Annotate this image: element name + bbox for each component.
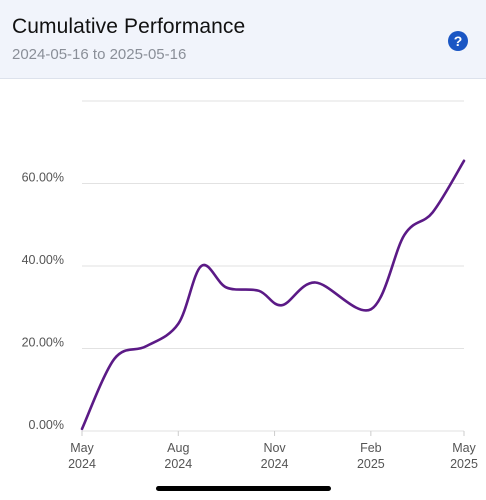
x-tick-label: 2025	[450, 457, 478, 471]
y-tick-label: 20.00%	[22, 336, 64, 350]
home-indicator[interactable]	[156, 486, 331, 491]
date-range-subtitle: 2024-05-16 to 2025-05-16	[12, 46, 187, 63]
x-tick-label: 2025	[357, 457, 385, 471]
performance-line-chart: 0.00% 20.00% 40.00% 60.00% May 2024 Aug 2024 Nov…	[22, 100, 478, 471]
x-tick-label: Nov	[263, 441, 286, 455]
x-tick-label: May	[70, 441, 94, 455]
x-tick-label: 2024	[164, 457, 192, 471]
chart-title: Cumulative Performance	[12, 15, 246, 38]
question-circle-icon[interactable]: ?	[448, 31, 468, 51]
y-tick-label: 40.00%	[22, 253, 64, 267]
series-line	[80, 159, 466, 431]
y-tick-label: 0.00%	[29, 418, 64, 432]
x-tick-label: 2024	[68, 457, 96, 471]
y-tick-label: 60.00%	[22, 171, 64, 185]
chart-header: Cumulative Performance 2024-05-16 to 202…	[0, 0, 486, 79]
x-tick-label: 2024	[261, 457, 289, 471]
x-tick-label: Feb	[360, 441, 382, 455]
x-tick-label: Aug	[167, 441, 189, 455]
x-tick-label: May	[452, 441, 476, 455]
